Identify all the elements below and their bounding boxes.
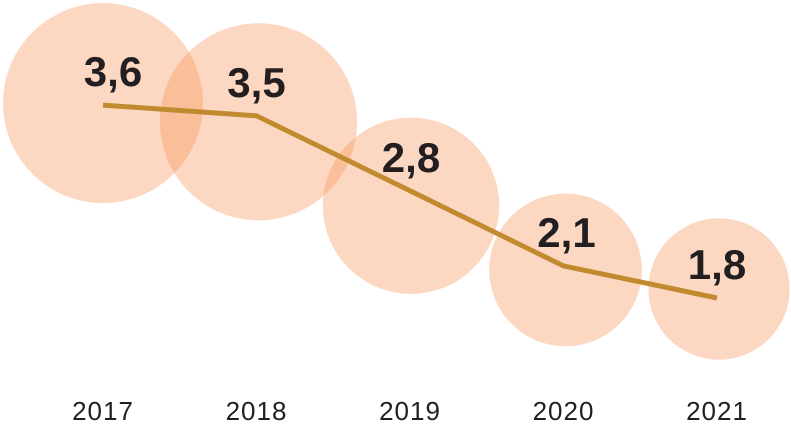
bubble-2017 bbox=[3, 3, 203, 204]
bubble-2019 bbox=[322, 117, 500, 294]
value-label-2018: 3,5 bbox=[227, 59, 285, 106]
x-axis-label-group: 2017 2018 2019 2020 2021 bbox=[72, 396, 748, 425]
x-axis-label-2018: 2018 bbox=[226, 396, 288, 425]
bubble-group bbox=[3, 3, 790, 360]
x-axis-label-2017: 2017 bbox=[72, 396, 134, 425]
bubble-2021 bbox=[648, 218, 790, 360]
bubble-2018 bbox=[159, 23, 358, 221]
value-label-2021: 1,8 bbox=[688, 241, 746, 288]
bubble-2020 bbox=[489, 193, 642, 347]
value-label-2019: 2,8 bbox=[382, 134, 440, 181]
x-axis-label-2020: 2020 bbox=[533, 396, 595, 425]
value-label-2017: 3,6 bbox=[84, 48, 142, 95]
x-axis-label-2021: 2021 bbox=[686, 396, 748, 425]
trend-line bbox=[102, 102, 718, 301]
value-label-2020: 2,1 bbox=[537, 209, 595, 256]
x-axis-label-2019: 2019 bbox=[379, 396, 441, 425]
value-label-group: 3,6 3,5 2,8 2,1 1,8 bbox=[84, 48, 746, 288]
